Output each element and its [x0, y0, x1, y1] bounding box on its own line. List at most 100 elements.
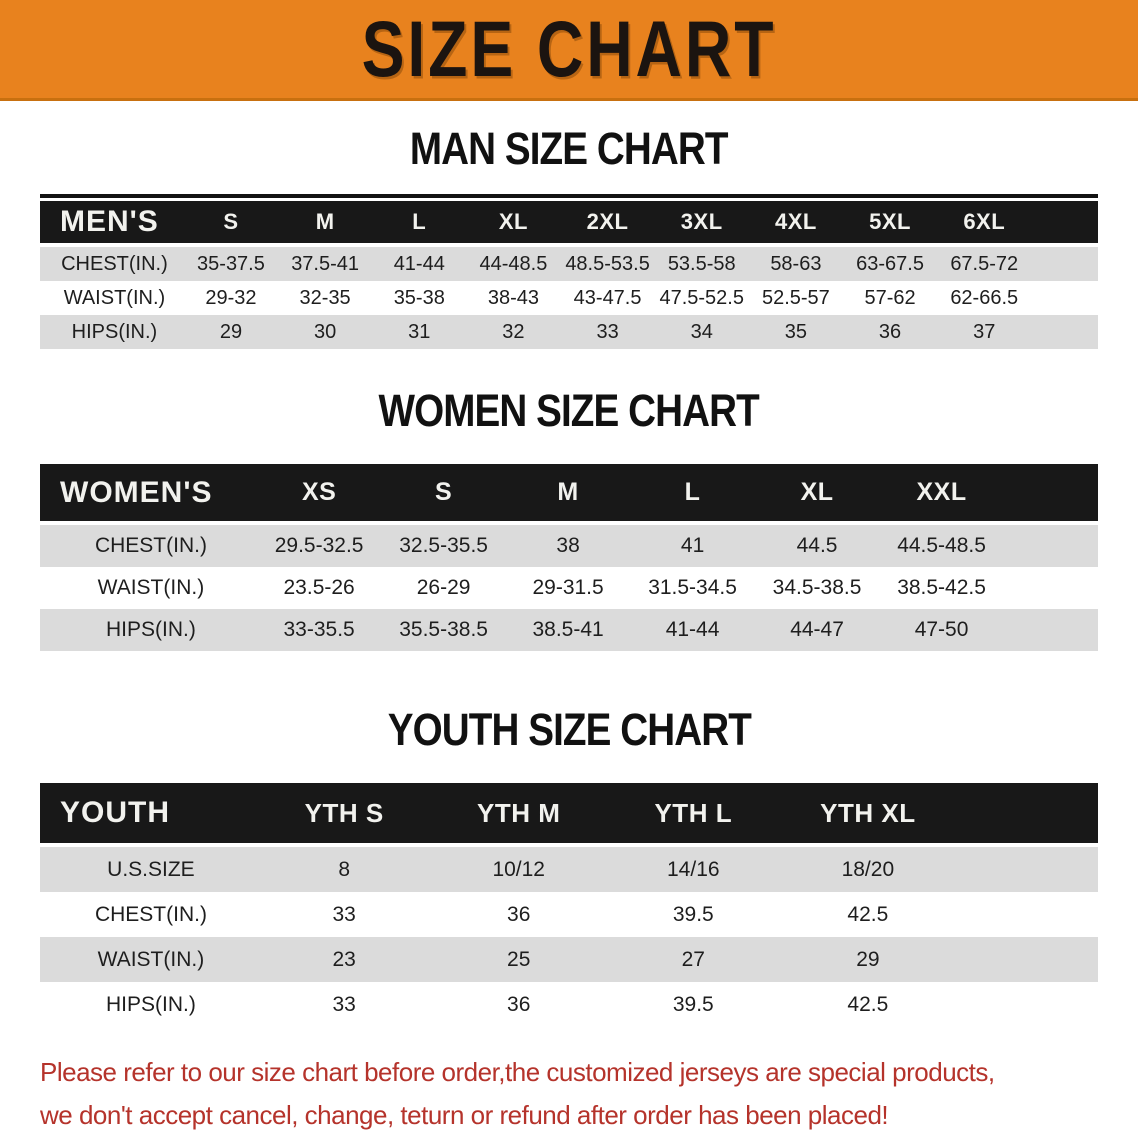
- spacer-cell: [1003, 464, 1098, 525]
- value-cell: 43-47.5: [560, 281, 655, 315]
- table-row: CHEST(IN.) 33 36 39.5 42.5: [40, 892, 1098, 937]
- value-cell: 35: [748, 315, 843, 349]
- table-header-row: YOUTH YTH S YTH M YTH L YTH XL: [40, 783, 1098, 847]
- value-cell: 10/12: [431, 847, 606, 892]
- value-cell: 31.5-34.5: [630, 567, 755, 609]
- size-header-cell: 5XL: [842, 201, 938, 247]
- value-cell: 44.5-48.5: [879, 525, 1004, 567]
- size-header-cell: M: [278, 201, 373, 247]
- table-row: WAIST(IN.) 29-32 32-35 35-38 38-43 43-47.5 47.…: [40, 281, 1098, 315]
- value-cell: 29-32: [183, 281, 279, 315]
- value-cell: 67.5-72: [937, 247, 1032, 281]
- row-label-cell: HIPS(IN.): [40, 315, 184, 349]
- value-cell: 62-66.5: [937, 281, 1032, 315]
- row-label-cell: U.S.SIZE: [40, 847, 257, 892]
- value-cell: 37.5-41: [278, 247, 373, 281]
- spacer-cell: [1003, 609, 1098, 651]
- value-cell: 23.5-26: [256, 567, 382, 609]
- table-row: CHEST(IN.) 35-37.5 37.5-41 41-44 44-48.5 48.5…: [40, 247, 1098, 281]
- size-header-cell: L: [630, 464, 755, 525]
- size-header-cell: 6XL: [937, 201, 1032, 247]
- value-cell: 44-48.5: [466, 247, 561, 281]
- spacer-cell: [1031, 201, 1098, 247]
- size-header-cell: 4XL: [748, 201, 843, 247]
- table-title-cell: MEN'S: [40, 201, 184, 247]
- section-men: MAN SIZE CHART MEN'S S M L XL 2XL 3XL 4XL 5XL 6XL…: [0, 123, 1138, 349]
- value-cell: 39.5: [606, 982, 781, 1027]
- women-size-table-wrap: WOMEN'S XS S M L XL XXL CHEST(IN.) 29.5-32.5 32.5…: [40, 464, 1098, 651]
- value-cell: 42.5: [780, 892, 956, 937]
- value-cell: 39.5: [606, 892, 781, 937]
- row-label-cell: HIPS(IN.): [40, 609, 257, 651]
- page-title: SIZE CHART: [361, 4, 777, 94]
- value-cell: 31: [372, 315, 467, 349]
- value-cell: 27: [606, 937, 781, 982]
- value-cell: 32: [466, 315, 561, 349]
- value-cell: 34.5-38.5: [754, 567, 880, 609]
- value-cell: 33-35.5: [256, 609, 382, 651]
- value-cell: 38-43: [466, 281, 561, 315]
- value-cell: 37: [937, 315, 1032, 349]
- value-cell: 38: [505, 525, 631, 567]
- women-section-heading-text: WOMEN SIZE CHART: [378, 385, 760, 436]
- table-row: HIPS(IN.) 33 36 39.5 42.5: [40, 982, 1098, 1027]
- women-section-heading: WOMEN SIZE CHART: [0, 385, 1138, 436]
- value-cell: 35-38: [372, 281, 467, 315]
- row-label-cell: CHEST(IN.): [40, 247, 184, 281]
- notice-line-2: we don't accept cancel, change, teturn o…: [40, 1099, 889, 1130]
- row-label-cell: WAIST(IN.): [40, 281, 184, 315]
- youth-section-heading-text: YOUTH SIZE CHART: [387, 704, 751, 755]
- value-cell: 29.5-32.5: [256, 525, 382, 567]
- size-header-cell: 3XL: [654, 201, 749, 247]
- banner: SIZE CHART: [0, 0, 1138, 101]
- value-cell: 26-29: [381, 567, 506, 609]
- table-header-row: MEN'S S M L XL 2XL 3XL 4XL 5XL 6XL: [40, 201, 1098, 247]
- row-label-cell: HIPS(IN.): [40, 982, 257, 1027]
- row-label-cell: CHEST(IN.): [40, 525, 257, 567]
- size-header-cell: S: [381, 464, 506, 525]
- value-cell: 29-31.5: [505, 567, 631, 609]
- value-cell: 41: [630, 525, 755, 567]
- value-cell: 23: [256, 937, 432, 982]
- table-row: HIPS(IN.) 33-35.5 35.5-38.5 38.5-41 41-44 44-…: [40, 609, 1098, 651]
- men-size-table-wrap: MEN'S S M L XL 2XL 3XL 4XL 5XL 6XL CHEST(IN.) 35-37…: [40, 194, 1098, 349]
- men-size-table: MEN'S S M L XL 2XL 3XL 4XL 5XL 6XL CHEST(IN.) 35-37…: [40, 201, 1098, 349]
- table-title-cell: YOUTH: [40, 783, 257, 847]
- size-header-cell: YTH L: [606, 783, 781, 847]
- table-title-cell: WOMEN'S: [40, 464, 257, 525]
- value-cell: 33: [256, 892, 432, 937]
- section-women: WOMEN SIZE CHART WOMEN'S XS S M L XL XXL CHEST(…: [0, 385, 1138, 651]
- value-cell: 8: [256, 847, 432, 892]
- value-cell: 38.5-42.5: [879, 567, 1004, 609]
- row-label-cell: CHEST(IN.): [40, 892, 257, 937]
- table-row: CHEST(IN.) 29.5-32.5 32.5-35.5 38 41 44.5 44.5…: [40, 525, 1098, 567]
- size-header-cell: L: [372, 201, 467, 247]
- spacer-cell: [955, 847, 1098, 892]
- table-row: WAIST(IN.) 23 25 27 29: [40, 937, 1098, 982]
- value-cell: 33: [560, 315, 655, 349]
- value-cell: 14/16: [606, 847, 781, 892]
- value-cell: 29: [183, 315, 279, 349]
- value-cell: 44.5: [754, 525, 880, 567]
- size-header-cell: S: [183, 201, 279, 247]
- value-cell: 42.5: [780, 982, 956, 1027]
- value-cell: 38.5-41: [505, 609, 631, 651]
- spacer-cell: [1003, 525, 1098, 567]
- spacer-cell: [955, 982, 1098, 1027]
- value-cell: 32-35: [278, 281, 373, 315]
- spacer-cell: [955, 937, 1098, 982]
- size-header-cell: XS: [256, 464, 382, 525]
- value-cell: 35-37.5: [183, 247, 279, 281]
- value-cell: 33: [256, 982, 432, 1027]
- notice-line-1: Please refer to our size chart before or…: [40, 1057, 995, 1087]
- spacer-cell: [1031, 281, 1098, 315]
- size-header-cell: XL: [466, 201, 561, 247]
- value-cell: 48.5-53.5: [560, 247, 655, 281]
- section-youth: YOUTH SIZE CHART YOUTH YTH S YTH M YTH L YTH…: [0, 704, 1138, 1027]
- size-header-cell: YTH XL: [780, 783, 956, 847]
- table-row: WAIST(IN.) 23.5-26 26-29 29-31.5 31.5-34.5 34…: [40, 567, 1098, 609]
- youth-size-table: YOUTH YTH S YTH M YTH L YTH XL U.S.SIZE 8 10/12…: [40, 783, 1098, 1027]
- value-cell: 53.5-58: [654, 247, 749, 281]
- value-cell: 36: [431, 982, 606, 1027]
